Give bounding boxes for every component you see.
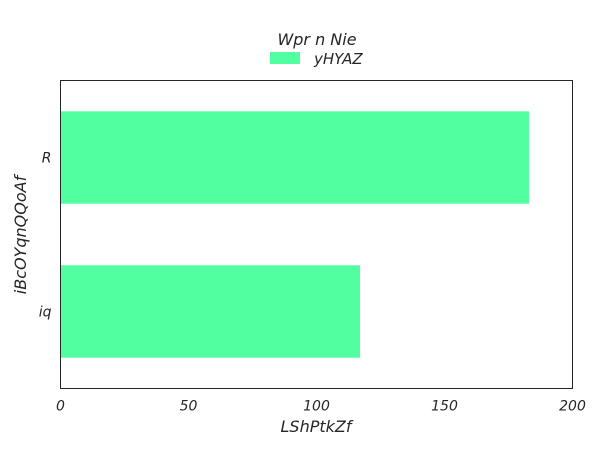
y-tick-label: iq <box>39 305 52 321</box>
x-tick-label: 0 <box>56 399 65 415</box>
chart-title: Wpr n Nie <box>277 30 356 49</box>
x-tick-label: 50 <box>180 399 198 415</box>
x-tick-label: 200 <box>559 399 586 415</box>
x-tick-label: 150 <box>431 399 458 415</box>
plot-frame <box>60 80 573 389</box>
y-ticks: Riq <box>39 151 52 321</box>
legend-label: yHYAZ <box>313 50 363 68</box>
x-axis-label: LShPtkZf <box>281 417 354 436</box>
bar-R <box>60 111 529 204</box>
y-tick-label: R <box>42 151 52 167</box>
y-axis-label: iBcOYqnQQoAf <box>11 173 30 294</box>
legend-swatch <box>270 52 300 64</box>
bars <box>60 111 529 358</box>
x-tick-label: 100 <box>303 399 330 415</box>
bar-iq <box>60 265 361 358</box>
legend: yHYAZ <box>270 50 363 68</box>
x-ticks: 0 50 100 150 200 <box>56 399 586 415</box>
